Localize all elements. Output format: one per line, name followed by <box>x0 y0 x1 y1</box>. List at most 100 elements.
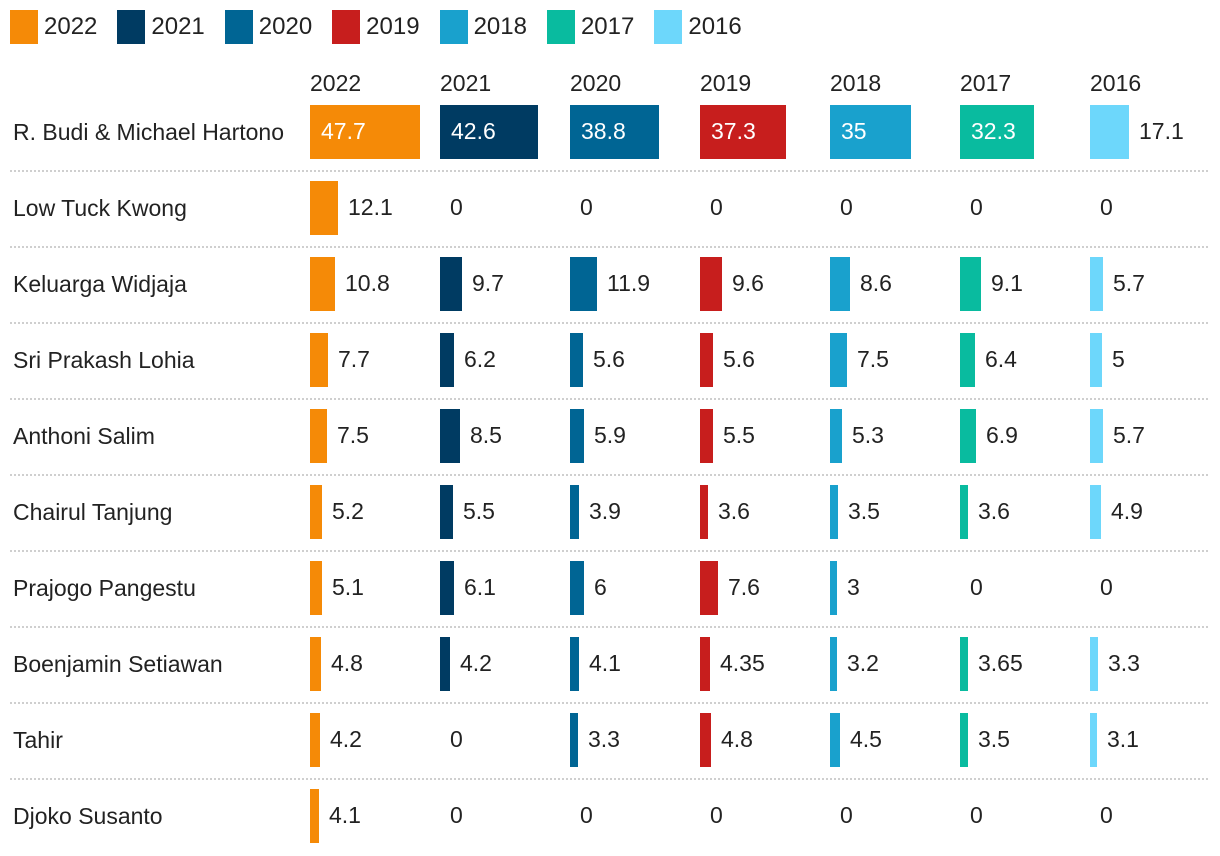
data-label: 11.9 <box>607 270 651 296</box>
row-label: Tahir <box>13 727 63 753</box>
bar-2017[interactable] <box>960 105 1034 159</box>
data-label: 5.6 <box>593 346 625 372</box>
bar-2018[interactable] <box>830 333 847 387</box>
bar-2017[interactable] <box>960 485 968 539</box>
column-header: 2017 <box>960 70 1012 96</box>
legend-swatch <box>439 10 468 44</box>
row-label: Boenjamin Setiawan <box>13 651 223 677</box>
bar-2017[interactable] <box>960 257 981 311</box>
bar-2020[interactable] <box>570 561 584 615</box>
data-label: 0 <box>1100 194 1113 220</box>
bar-2016[interactable] <box>1090 333 1102 387</box>
bar-2016[interactable] <box>1090 713 1097 767</box>
data-label: 0 <box>840 194 853 220</box>
data-label: 5.3 <box>852 422 884 448</box>
bar-2017[interactable] <box>960 713 968 767</box>
data-label: 4.8 <box>721 726 753 752</box>
bar-2022[interactable] <box>310 561 322 615</box>
data-label: 4.2 <box>330 726 362 752</box>
bar-2022[interactable] <box>310 257 335 311</box>
row-label: Prajogo Pangestu <box>13 575 196 601</box>
data-label: 3.65 <box>978 650 1023 676</box>
bar-2017[interactable] <box>960 637 968 691</box>
bar-2022[interactable] <box>310 409 327 463</box>
row-divider <box>10 322 1208 324</box>
legend-item[interactable]: 2016 <box>654 10 742 44</box>
legend-item[interactable]: 2019 <box>332 10 420 44</box>
bar-2021[interactable] <box>440 333 454 387</box>
bar-2016[interactable] <box>1090 485 1101 539</box>
bar-2021[interactable] <box>440 409 460 463</box>
data-label: 17.1 <box>1139 118 1184 144</box>
bar-2021[interactable] <box>440 257 462 311</box>
row-divider <box>10 778 1208 780</box>
bar-2022[interactable] <box>310 713 320 767</box>
legend: 2022 2021 2020 2019 2018 2017 2016 <box>10 10 762 44</box>
bar-2019[interactable] <box>700 257 722 311</box>
bar-2018[interactable] <box>830 409 842 463</box>
bar-2017[interactable] <box>960 409 976 463</box>
legend-item[interactable]: 2017 <box>546 10 634 44</box>
legend-item[interactable]: 2022 <box>10 10 97 44</box>
data-label: 4.1 <box>589 650 621 676</box>
column-header: 2019 <box>700 70 752 96</box>
bar-2020[interactable] <box>570 409 584 463</box>
bar-2016[interactable] <box>1090 409 1103 463</box>
bar-2022[interactable] <box>310 181 338 235</box>
bar-2019[interactable] <box>700 333 713 387</box>
bar-2021[interactable] <box>440 105 538 159</box>
bar-2019[interactable] <box>700 713 711 767</box>
data-label: 0 <box>710 802 723 828</box>
bar-2021[interactable] <box>440 637 450 691</box>
data-label: 0 <box>450 802 463 828</box>
bar-2022[interactable] <box>310 105 420 159</box>
data-label: 42.6 <box>451 118 496 144</box>
bar-2021[interactable] <box>440 561 454 615</box>
bar-2017[interactable] <box>960 333 975 387</box>
data-label: 3.2 <box>847 650 879 676</box>
bar-2020[interactable] <box>570 105 659 159</box>
data-label: 7.7 <box>338 346 370 372</box>
column-header: 2021 <box>440 70 492 96</box>
bar-2016[interactable] <box>1090 105 1129 159</box>
data-label: 4.8 <box>331 650 363 676</box>
row-divider <box>10 170 1208 172</box>
legend-item[interactable]: 2020 <box>224 10 312 44</box>
data-label: 6 <box>594 574 607 600</box>
bar-2018[interactable] <box>830 561 837 615</box>
bar-2020[interactable] <box>570 257 597 311</box>
data-label: 8.6 <box>860 270 892 296</box>
legend-item[interactable]: 2018 <box>439 10 527 44</box>
bar-2019[interactable] <box>700 561 718 615</box>
row-label: Sri Prakash Lohia <box>13 347 195 373</box>
bar-2019[interactable] <box>700 409 713 463</box>
bar-2022[interactable] <box>310 485 322 539</box>
bar-2018[interactable] <box>830 713 840 767</box>
bar-2020[interactable] <box>570 333 583 387</box>
data-label: 38.8 <box>581 118 626 144</box>
bar-2019[interactable] <box>700 105 786 159</box>
bar-2019[interactable] <box>700 637 710 691</box>
data-label: 9.6 <box>732 270 764 296</box>
bar-2020[interactable] <box>570 713 578 767</box>
legend-label: 2018 <box>473 13 527 40</box>
bar-2016[interactable] <box>1090 637 1098 691</box>
legend-item[interactable]: 2021 <box>117 10 205 44</box>
bar-2018[interactable] <box>830 485 838 539</box>
data-label: 6.9 <box>986 422 1018 448</box>
bar-2021[interactable] <box>440 485 453 539</box>
bar-2018[interactable] <box>830 257 850 311</box>
bar-2022[interactable] <box>310 637 321 691</box>
column-header: 2016 <box>1090 70 1142 96</box>
bar-2018[interactable] <box>830 105 911 159</box>
bar-2020[interactable] <box>570 637 579 691</box>
bar-2018[interactable] <box>830 637 837 691</box>
row-label: Low Tuck Kwong <box>13 195 187 221</box>
legend-swatch <box>10 10 38 44</box>
bar-2022[interactable] <box>310 789 319 843</box>
bar-2020[interactable] <box>570 485 579 539</box>
bar-2016[interactable] <box>1090 257 1103 311</box>
bar-2022[interactable] <box>310 333 328 387</box>
data-label: 3.5 <box>978 726 1010 752</box>
bar-2019[interactable] <box>700 485 708 539</box>
